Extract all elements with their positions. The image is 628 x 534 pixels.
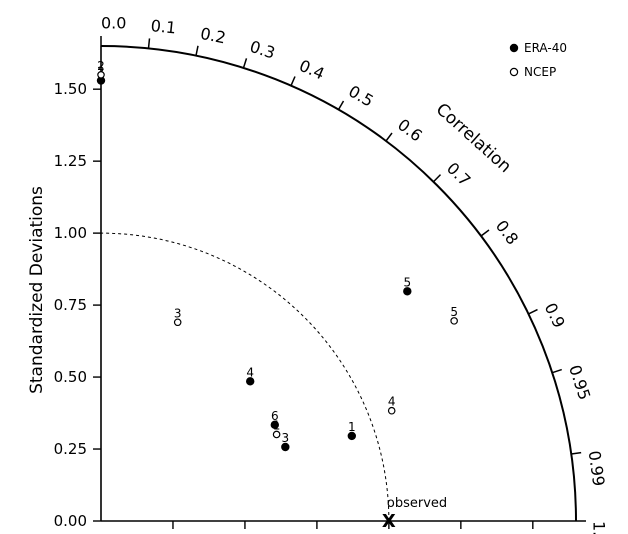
correlation-tick-label: 0.7 <box>443 159 474 190</box>
correlation-tick <box>571 451 582 455</box>
ncep-point-1 <box>272 430 281 439</box>
era40-point-4 <box>246 377 255 386</box>
era40-point-3 <box>281 442 290 452</box>
correlation-tick <box>385 132 393 142</box>
correlation-tick <box>195 45 199 56</box>
correlation-tick-label: 0.9 <box>541 300 569 331</box>
era40-point-label-1: 1 <box>348 420 356 434</box>
points-group: Xobserved12345612345 <box>96 59 458 532</box>
correlation-tick-label: 0.6 <box>394 115 426 145</box>
era40-point-label-6: 6 <box>271 409 279 423</box>
era40-point-label-5: 5 <box>403 275 411 289</box>
legend: ERA-40 NCEP <box>509 41 567 79</box>
correlation-tick <box>147 38 151 49</box>
ncep-point-label-1: 1 <box>273 418 281 432</box>
legend-marker <box>509 43 519 53</box>
y-tick-label: 0.25 <box>54 440 87 458</box>
y-tick-label: 0.00 <box>54 512 87 530</box>
ncep-point-label-4: 4 <box>388 395 396 409</box>
tick-group: 0.000.250.500.751.001.251.500.0 0.1 0.20.3… <box>54 14 609 534</box>
legend-marker <box>509 67 519 77</box>
correlation-tick-label: 1.0 <box>590 521 609 534</box>
correlation-tick-label: 0.5 <box>345 81 377 110</box>
correlation-tick <box>290 76 296 86</box>
outer-arc <box>100 45 577 522</box>
correlation-tick-label: 0.4 <box>296 56 327 84</box>
ncep-point-4 <box>387 406 396 415</box>
correlation-tick-label: 0.99 <box>585 449 609 487</box>
y-tick-label: 0.50 <box>54 368 87 386</box>
observed-label: observed <box>387 496 447 511</box>
ncep-point-2 <box>97 70 105 79</box>
ncep-point-5 <box>450 317 458 325</box>
y-tick-label: 1.00 <box>54 224 87 242</box>
correlation-tick-label: 0.0 <box>101 14 126 33</box>
correlation-tick <box>528 308 538 315</box>
correlation-tick <box>432 174 442 183</box>
y-axis-title: Standardized Deviations <box>27 186 47 394</box>
correlation-tick <box>242 58 248 69</box>
correlation-tick-label: 0.3 <box>248 37 278 63</box>
era40-point-label-4: 4 <box>246 365 254 379</box>
y-tick-label: 0.75 <box>54 296 87 314</box>
y-tick-label: 1.50 <box>54 80 87 98</box>
axes-group <box>100 45 577 522</box>
ncep-point-label-3: 3 <box>174 306 182 320</box>
era40-point-1 <box>347 431 357 441</box>
era40-point-5 <box>403 287 412 296</box>
correlation-tick <box>480 229 490 237</box>
correlation-tick <box>337 100 345 111</box>
correlation-tick-label: 0.95 <box>565 363 594 403</box>
correlation-tick-label: 0.2 <box>199 24 228 48</box>
reference-arc <box>100 232 390 522</box>
correlation-axis-title: Correlation <box>432 99 515 177</box>
correlation-tick-label: 0.1 <box>150 16 177 37</box>
era40-point-6 <box>270 420 280 430</box>
legend-label: NCEP <box>524 65 556 79</box>
ncep-point-label-2: 2 <box>97 59 105 73</box>
correlation-tick-label: 0.8 <box>492 217 522 249</box>
observed-marker: X <box>382 511 396 532</box>
era40-point-label-3: 3 <box>282 431 290 445</box>
ncep-point-label-5: 5 <box>450 305 458 319</box>
ncep-point-3 <box>173 318 182 327</box>
y-tick-label: 1.25 <box>54 152 87 170</box>
legend-label: ERA-40 <box>524 41 567 55</box>
correlation-tick <box>552 368 562 374</box>
